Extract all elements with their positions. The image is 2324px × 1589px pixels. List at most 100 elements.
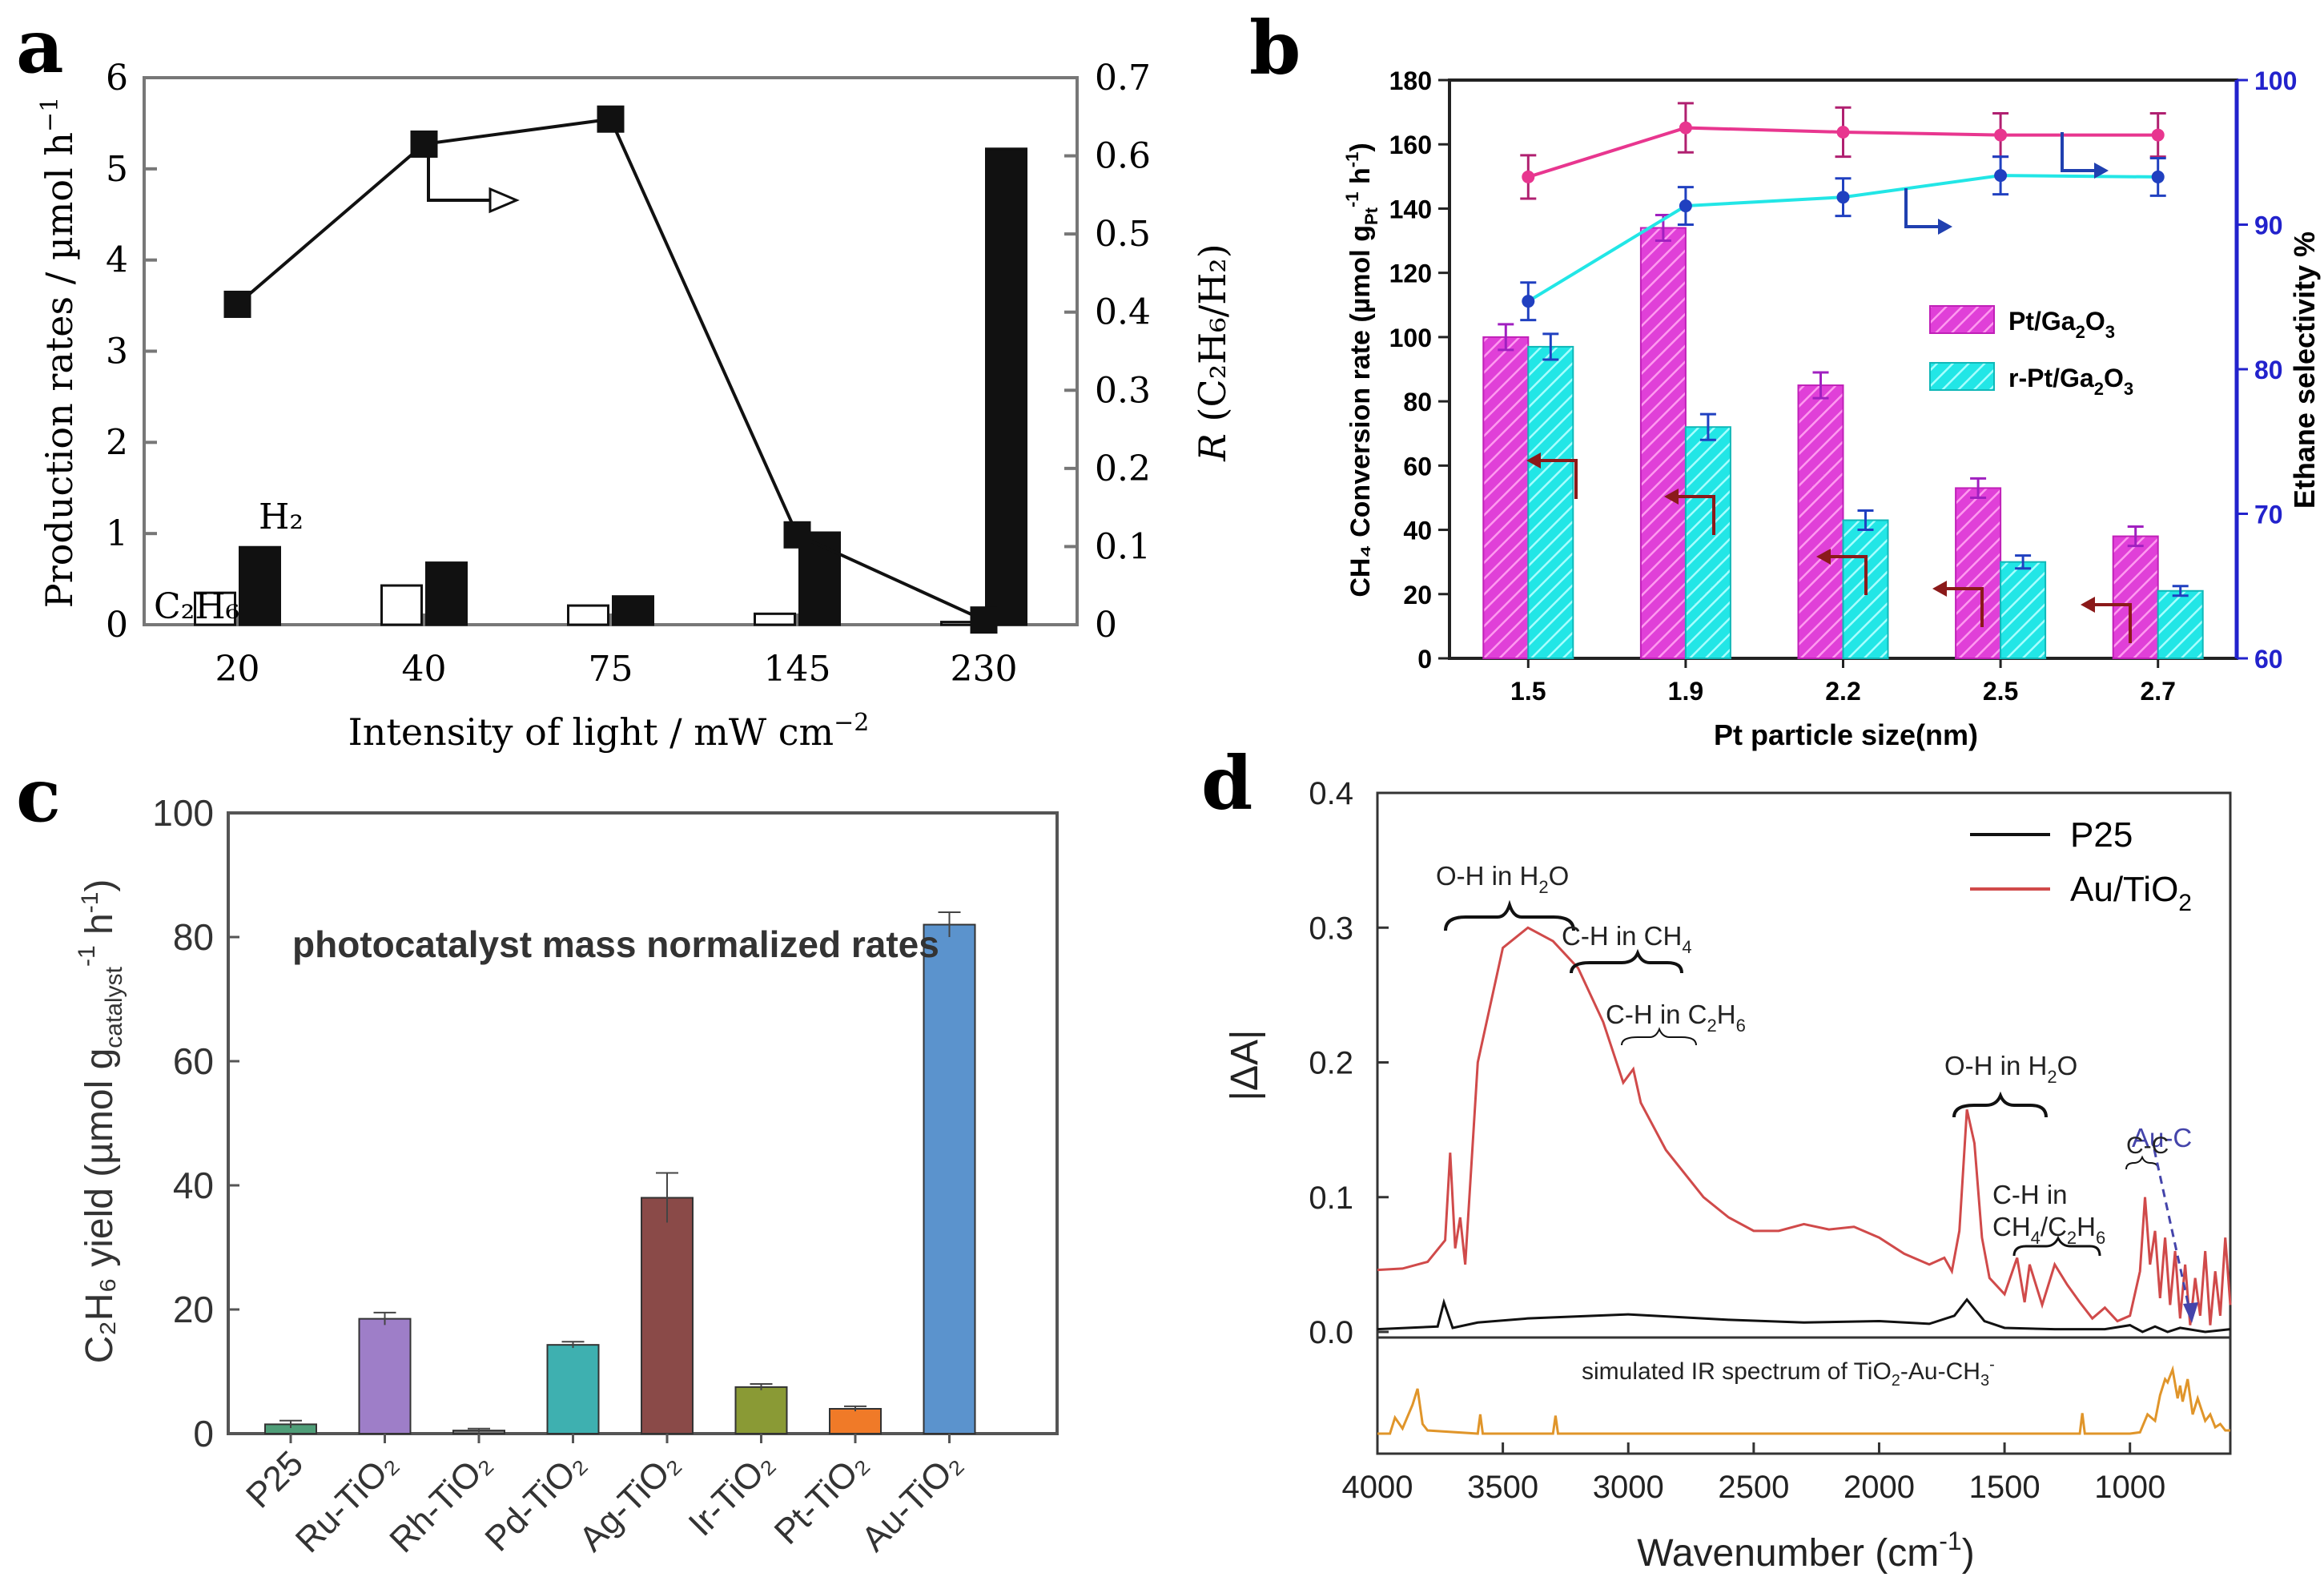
- y2-tick-label-a: 0.5: [1095, 214, 1151, 255]
- left-axis-arrow: [2094, 603, 2132, 643]
- annotations-d: [1444, 899, 2159, 1257]
- y-tick-label-b: 120: [1389, 259, 1432, 288]
- left-axis-arrow: [1540, 459, 1578, 499]
- y-tick-label-b: 80: [1403, 388, 1432, 416]
- panel-label-b: b: [1249, 5, 1301, 91]
- y-axis-title-d: |ΔA|: [1224, 1029, 1266, 1100]
- y-tick-label-b: 140: [1389, 195, 1432, 223]
- bar-rpt: [1527, 345, 1574, 659]
- panel-b: b 0 20 40 60 80 100 120 140 160 180 60 70 80 90 100 1…: [1249, 5, 2321, 751]
- y-tick-label-a: 0: [106, 605, 128, 646]
- panel-d: d 0.0 0.1 0.2 0.3 0.4 4000 3500 3000 2500 2000 15…: [1201, 740, 2232, 1575]
- x-tick-label-c: P25: [239, 1443, 311, 1515]
- bar-c2h6: [754, 612, 796, 626]
- axis-indicator-arrows-b: [1526, 132, 2132, 643]
- y-tick-label-c: 20: [173, 1289, 214, 1330]
- ratio-marker: [597, 105, 625, 133]
- x-tick-label-a: 145: [764, 649, 831, 690]
- bar-h2: [612, 595, 654, 626]
- plot-frame-a: [143, 76, 1079, 626]
- inset-label-d: simulated IR spectrum of TiO2-Au-CH3-: [1582, 1356, 1995, 1390]
- annotation-ch-c2h6: C-H in C2H6: [1606, 1000, 1746, 1036]
- annotation-au-c: Au-C: [2132, 1123, 2192, 1153]
- ratio-line: [236, 117, 985, 622]
- y-tick-label-a: 3: [106, 332, 128, 372]
- selectivity-marker: [1994, 169, 2008, 183]
- x-tick-label-b: 2.5: [1983, 677, 2018, 706]
- x-tick-label-c: Ir-TiO₂: [682, 1443, 782, 1543]
- y-tick-label-d: 0.1: [1309, 1181, 1353, 1216]
- right-axis-arrowhead: [1938, 219, 1952, 235]
- y2-tick-label-b: 70: [2254, 501, 2283, 529]
- bar-c: [829, 1408, 882, 1434]
- legend-c2h6-a: C₂H₆: [154, 586, 239, 627]
- selectivity-marker: [2151, 128, 2165, 142]
- y-axis-right-a: 0 0.1 0.2 0.3 0.4 0.5 0.6 0.7: [1064, 58, 1151, 646]
- selectivity-marker: [1522, 170, 1535, 183]
- y-tick-label-c: 100: [152, 792, 214, 834]
- bar-pt: [1797, 384, 1844, 659]
- bars-c: [264, 911, 976, 1435]
- y2-tick-label-a: 0.6: [1095, 136, 1151, 177]
- bar-rpt: [2000, 561, 2047, 660]
- x-axis-title-b: Pt particle size(nm): [1714, 718, 1978, 751]
- y-axis-title-c: C₂H₆ yield (µmol gcatalyst-1 h-1): [74, 879, 127, 1364]
- y-tick-label-b: 160: [1389, 131, 1432, 159]
- x-tick-label-c: Pd-TiO₂: [477, 1443, 593, 1559]
- y-axis-title-a: Production rates / µmol h−1: [36, 97, 81, 608]
- y-axis-c: 0 20 40 60 80 100: [152, 792, 239, 1454]
- x-tick-label-c: Rh-TiO₂: [382, 1443, 499, 1560]
- x-tick-label-a: 20: [215, 649, 260, 690]
- y-tick-label-a: 5: [106, 149, 128, 190]
- x-tick-label-b: 2.2: [1825, 677, 1860, 706]
- left-axis-arrowhead: [1526, 453, 1541, 469]
- x-tick-label-d: 1500: [1969, 1470, 2041, 1505]
- y-tick-label-b: 180: [1389, 66, 1432, 95]
- y2-tick-label-b: 100: [2254, 66, 2297, 95]
- left-axis-arrow: [1946, 587, 1984, 627]
- y-tick-label-b: 20: [1403, 581, 1432, 609]
- y2-tick-label-a: 0.7: [1095, 58, 1151, 99]
- y2-tick-label-b: 80: [2254, 356, 2283, 384]
- ratio-marker: [783, 521, 811, 549]
- x-axis-title-d: Wavenumber (cm-1): [1637, 1527, 1974, 1575]
- spectra-d: [1377, 926, 2232, 1435]
- x-tick-label-a: 40: [402, 649, 447, 690]
- bar-rpt: [1684, 426, 1731, 659]
- y-tick-label-b: 100: [1389, 324, 1432, 352]
- x-axis-title-a: Intensity of light / mW cm−2: [348, 709, 870, 754]
- brace-ch-c2h6: [1621, 1027, 1697, 1046]
- left-axis-arrowhead: [1664, 489, 1679, 505]
- au-c-pointer-line: [2153, 1149, 2192, 1314]
- bar-pt: [2112, 535, 2159, 659]
- left-axis-arrowhead: [1816, 549, 1831, 565]
- x-tick-label-a: 75: [589, 649, 633, 690]
- y-tick-label-b: 40: [1403, 517, 1432, 545]
- brace-oh-h2o-1: [1444, 899, 1575, 931]
- bars-a: [194, 147, 1027, 626]
- brace-c-c: [2125, 1155, 2159, 1170]
- x-axis-b: 1.5 1.9 2.2 2.5 2.7: [1510, 658, 2176, 706]
- selectivity-marker: [1994, 128, 2008, 142]
- right-axis-arrow: [2061, 132, 2096, 172]
- bar-c: [734, 1386, 788, 1434]
- bar-rpt: [2157, 589, 2204, 659]
- bar-c: [546, 1344, 600, 1435]
- right-axis-arrow: [1904, 188, 1940, 228]
- bar-h2: [239, 545, 281, 626]
- left-axis-arrow: [1678, 495, 1715, 535]
- y-tick-label-c: 0: [193, 1413, 214, 1454]
- selectivity-marker: [1679, 121, 1692, 135]
- panel-a: a 0 1 2 3 4 5 6 0 0.1 0.2 0.3 0.4 0.5 0.6 0.7 20 40 75 1…: [16, 3, 1234, 754]
- y-tick-label-a: 4: [106, 240, 128, 281]
- y-axis-right-b: 60 70 80 90 100: [2237, 66, 2297, 674]
- left-axis-arrowhead: [2081, 597, 2095, 613]
- x-tick-label-c: Ru-TiO₂: [288, 1443, 405, 1560]
- y2-tick-label-a: 0.2: [1095, 449, 1151, 489]
- annotation-ch4-c2h6: CH4/C2H6: [1992, 1212, 2105, 1248]
- y2-tick-label-a: 0.4: [1095, 292, 1151, 333]
- left-axis-arrowhead: [1932, 581, 1947, 597]
- y2-tick-label-b: 90: [2254, 211, 2283, 240]
